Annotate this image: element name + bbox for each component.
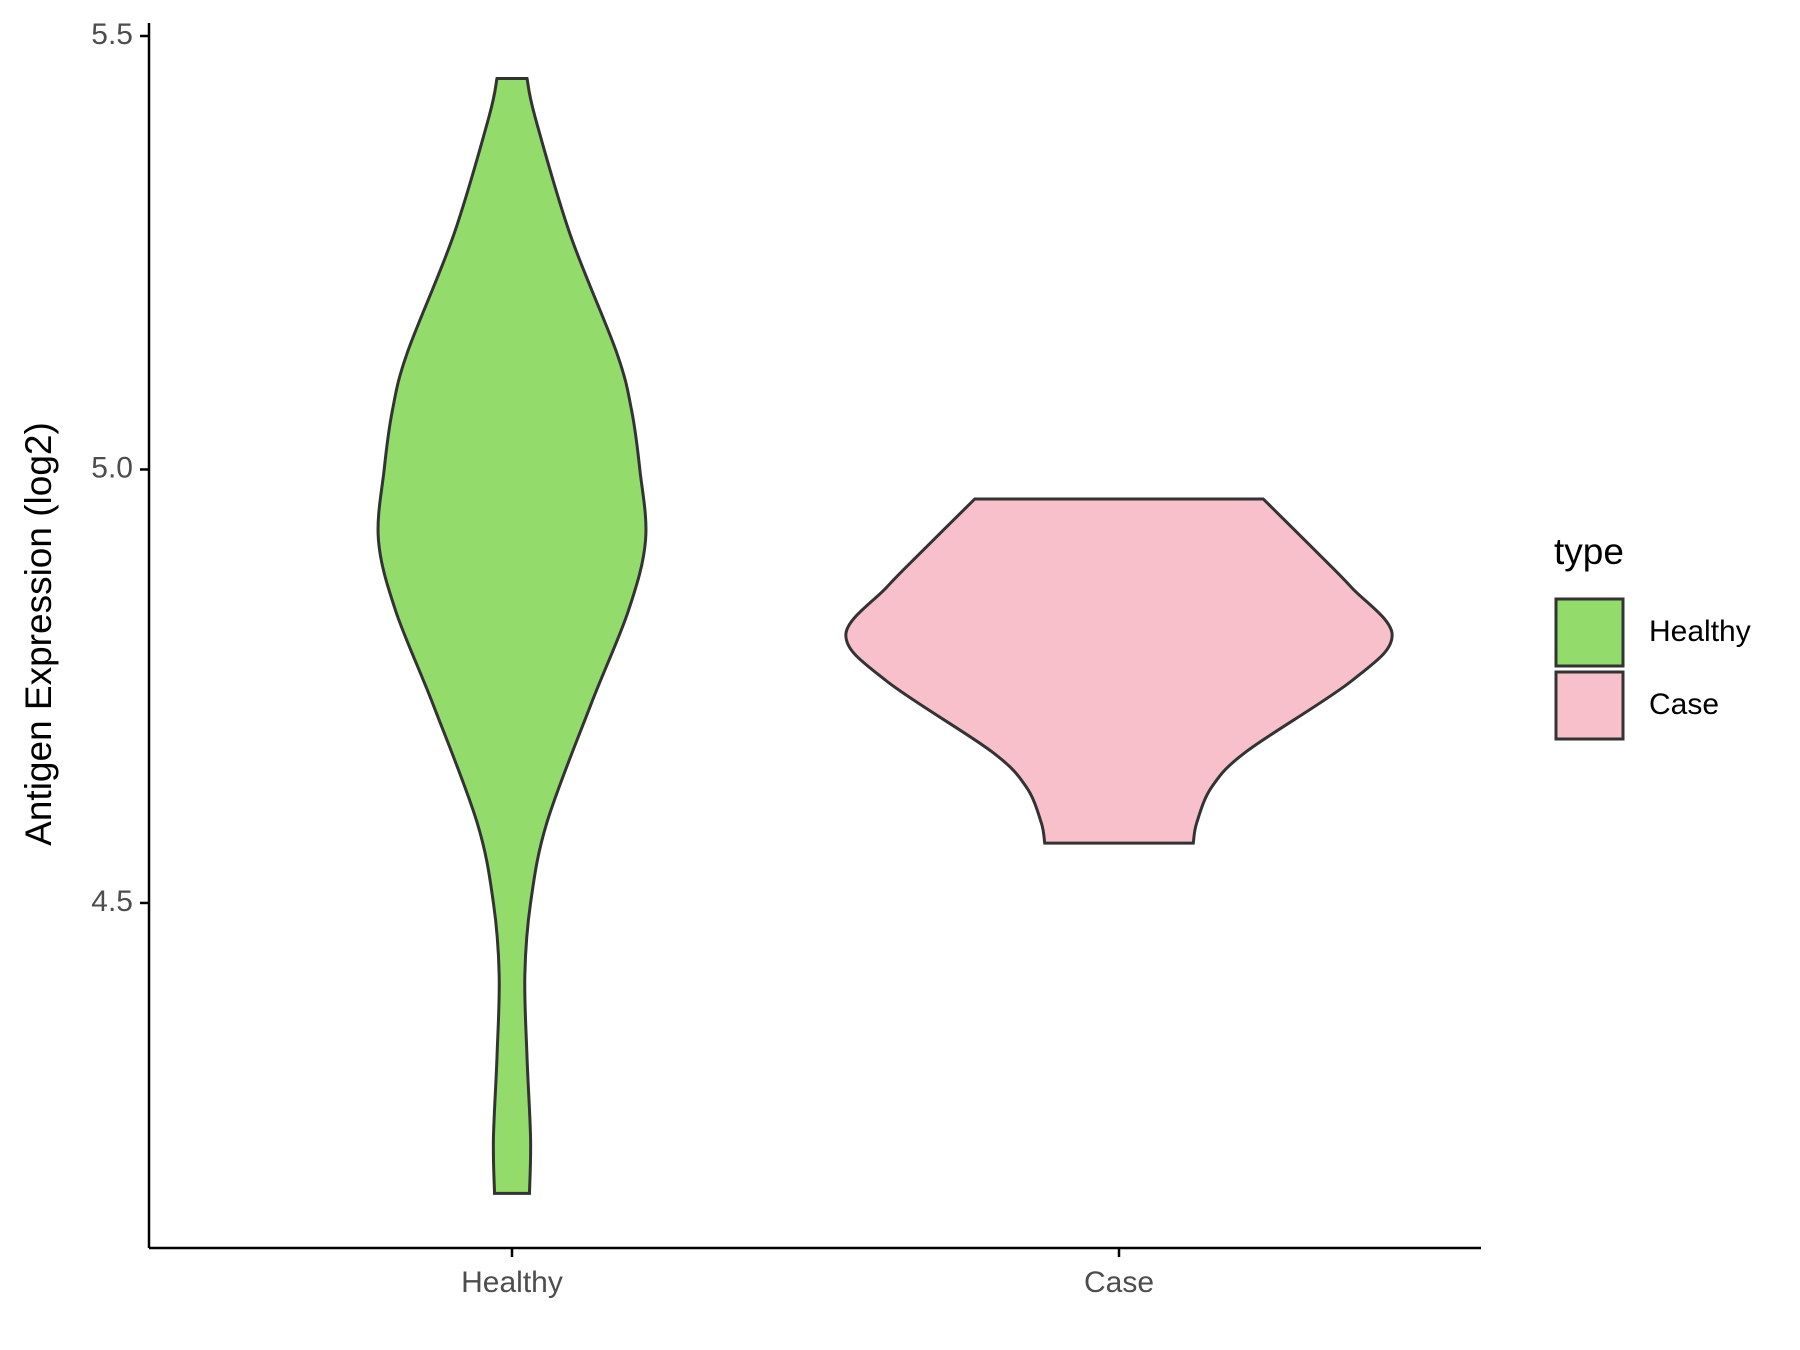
- y-tick-label: 5.5: [91, 18, 133, 51]
- x-tick-label: Healthy: [461, 1266, 563, 1299]
- legend-label: Healthy: [1649, 615, 1751, 648]
- violin: [376, 76, 648, 1195]
- legend-label: Case: [1649, 688, 1719, 721]
- y-tick-label: 4.5: [91, 885, 133, 918]
- legend-title: type: [1554, 531, 1624, 572]
- legend-key: [1554, 670, 1625, 741]
- y-tick-label: 5.0: [91, 451, 133, 484]
- legend-key: [1554, 597, 1625, 668]
- y-axis-title: Antigen Expression (log2): [18, 422, 59, 846]
- x-tick-label: Case: [1084, 1266, 1154, 1299]
- violin: [844, 497, 1394, 845]
